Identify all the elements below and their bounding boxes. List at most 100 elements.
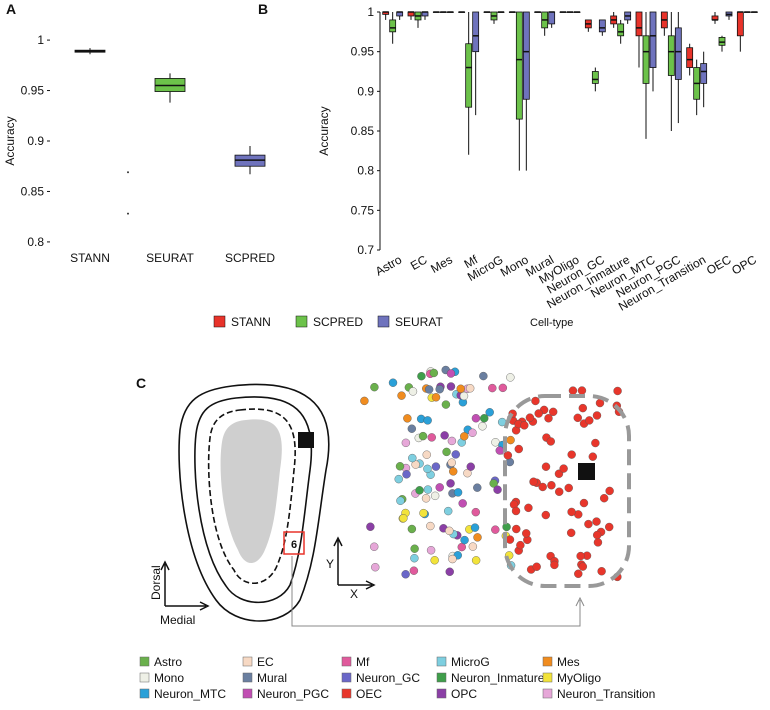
spot xyxy=(460,535,469,545)
spot xyxy=(532,562,541,571)
box xyxy=(472,11,480,53)
spot xyxy=(485,408,494,417)
legend-swatch xyxy=(341,688,352,699)
marker-square xyxy=(578,463,595,480)
spot xyxy=(591,438,600,448)
spot xyxy=(447,458,456,467)
y-tick-label: 0.8 xyxy=(27,235,44,249)
box xyxy=(667,35,675,76)
spot xyxy=(465,384,475,393)
spot xyxy=(394,474,403,484)
spot xyxy=(541,510,550,520)
box xyxy=(736,11,744,37)
spot xyxy=(401,438,411,448)
x-tick-label: SCPRED xyxy=(225,251,275,265)
spot xyxy=(559,464,568,473)
y-tick-label: 0.9 xyxy=(357,84,374,98)
spot xyxy=(605,522,614,532)
y-tick-label: 0.85 xyxy=(21,184,45,198)
spot xyxy=(505,535,515,544)
spot xyxy=(427,433,436,442)
spot xyxy=(456,384,465,393)
y-tick-label: 0.95 xyxy=(21,84,45,98)
orientation-axes xyxy=(160,536,376,611)
spot xyxy=(429,368,439,378)
spot xyxy=(435,385,444,394)
axis-label: Medial xyxy=(160,613,195,627)
legend-swatch xyxy=(242,688,253,699)
spot xyxy=(360,396,369,406)
y-tick-label: 0.85 xyxy=(351,124,375,138)
panel-letter: C xyxy=(136,375,146,391)
spot xyxy=(613,386,622,396)
spot xyxy=(470,523,480,532)
spot xyxy=(446,369,456,378)
legend-label: Mural xyxy=(257,671,287,685)
box xyxy=(700,63,708,84)
spot xyxy=(460,432,469,441)
spot xyxy=(506,435,515,445)
spot xyxy=(410,554,419,563)
y-tick-label: 0.75 xyxy=(351,203,375,217)
spot xyxy=(403,414,412,423)
legend-swatch xyxy=(139,672,150,683)
spot xyxy=(584,519,593,529)
spot xyxy=(370,382,379,392)
spot xyxy=(489,479,498,488)
spot xyxy=(409,566,419,575)
spot xyxy=(407,524,417,534)
spot xyxy=(445,567,454,576)
spot xyxy=(440,431,449,440)
spot xyxy=(588,452,598,461)
spot xyxy=(566,528,576,538)
spot xyxy=(538,482,547,492)
legend-label: Mono xyxy=(154,671,184,685)
spot xyxy=(430,491,440,501)
spot xyxy=(424,385,434,394)
spot xyxy=(445,526,454,536)
axis-label: Y xyxy=(326,557,334,571)
spot xyxy=(529,477,538,486)
legend-label: SCPRED xyxy=(313,315,363,329)
legend-label: EC xyxy=(257,655,274,669)
legend-swatch xyxy=(542,688,553,699)
spot xyxy=(395,462,405,471)
legend-label: OPC xyxy=(451,687,477,701)
spot xyxy=(447,436,457,446)
spot xyxy=(541,462,551,471)
spot xyxy=(578,403,588,413)
spot xyxy=(503,451,513,460)
legend-label: Neuron_Inmature xyxy=(451,671,545,685)
spot xyxy=(471,556,481,565)
y-tick-label: 0.8 xyxy=(357,164,374,178)
spot xyxy=(423,416,432,425)
connector xyxy=(291,556,585,627)
x-tick-label: Astro xyxy=(373,252,405,278)
spot xyxy=(514,444,523,454)
spot xyxy=(473,483,482,492)
spot xyxy=(578,562,588,571)
box xyxy=(515,11,523,120)
spot xyxy=(548,407,558,417)
outlier xyxy=(127,212,129,215)
x-tick-label: OPC xyxy=(729,252,759,277)
spot xyxy=(408,387,418,396)
legend-swatch xyxy=(542,656,553,667)
legend-swatch xyxy=(213,315,226,328)
spot xyxy=(417,371,426,381)
box xyxy=(522,11,530,100)
spot xyxy=(592,411,602,420)
spot xyxy=(512,524,521,534)
spot xyxy=(555,487,564,496)
spot xyxy=(488,383,497,393)
spot xyxy=(419,508,428,518)
spot xyxy=(423,485,433,494)
y-axis-label: Accuracy xyxy=(317,106,331,155)
axis-label: X xyxy=(350,587,358,601)
spot xyxy=(422,450,431,459)
legend-swatch xyxy=(139,688,150,699)
legend-label: Neuron_PGC xyxy=(257,687,329,701)
spot xyxy=(430,556,439,565)
legend-swatch xyxy=(341,672,352,683)
